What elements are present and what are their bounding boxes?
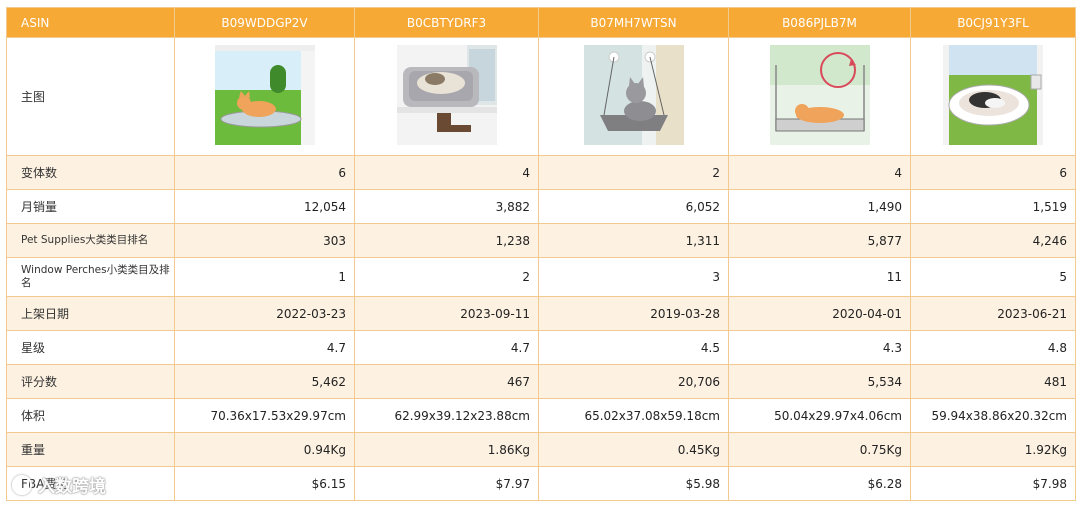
product-image-4 [769,44,870,145]
row-label-fba: FBA费用 [6,466,175,501]
row-label-weight: 重量 [6,432,175,467]
cell-main-rank-2: 1,238 [354,223,539,258]
cell-stars-1: 4.7 [174,330,355,365]
cell-main-rank-4: 5,877 [728,223,911,258]
cell-monthly-sales-4: 1,490 [728,189,911,224]
cell-variants-2: 4 [354,155,539,190]
cell-volume-2: 62.99x39.12x23.88cm [354,398,539,433]
image-cell-1 [174,37,355,156]
cell-weight-5: 1.92Kg [910,432,1076,467]
cell-variants-5: 6 [910,155,1076,190]
cell-date-4: 2020-04-01 [728,296,911,331]
product-image-1 [214,44,315,145]
cell-monthly-sales-5: 1,519 [910,189,1076,224]
table-row-main-rank: Pet Supplies大类类目排名 303 1,238 1,311 5,877… [6,223,1076,258]
table-row-ratings: 评分数 5,462 467 20,706 5,534 481 [6,364,1076,399]
table-row-date: 上架日期 2022-03-23 2023-09-11 2019-03-28 20… [6,296,1076,331]
row-label-variants: 变体数 [6,155,175,190]
cell-main-rank-3: 1,311 [538,223,729,258]
table-row-fba: FBA费用 $6.15 $7.97 $5.98 $6.28 $7.98 [6,466,1076,501]
cell-date-2: 2023-09-11 [354,296,539,331]
cell-date-3: 2019-03-28 [538,296,729,331]
cell-main-rank-5: 4,246 [910,223,1076,258]
header-asin-4: B086PJLB7M [728,7,911,38]
cell-fba-3: $5.98 [538,466,729,501]
cell-weight-3: 0.45Kg [538,432,729,467]
cell-weight-2: 1.86Kg [354,432,539,467]
main-image-row: 主图 [6,37,1076,156]
cell-ratings-1: 5,462 [174,364,355,399]
cell-monthly-sales-3: 6,052 [538,189,729,224]
cell-date-1: 2022-03-23 [174,296,355,331]
row-label-main-image: 主图 [6,37,175,156]
product-image-2 [396,44,497,145]
cell-fba-2: $7.97 [354,466,539,501]
cell-ratings-3: 20,706 [538,364,729,399]
cell-fba-4: $6.28 [728,466,911,501]
cell-weight-1: 0.94Kg [174,432,355,467]
product-image-5 [943,44,1043,145]
cell-sub-rank-4: 11 [728,257,911,297]
cell-stars-3: 4.5 [538,330,729,365]
cell-volume-1: 70.36x17.53x29.97cm [174,398,355,433]
table-row-variants: 变体数 6 4 2 4 6 [6,155,1076,190]
cell-fba-5: $7.98 [910,466,1076,501]
image-cell-4 [728,37,911,156]
row-label-sub-rank: Window Perches小类类目及排名 [6,257,175,297]
cell-volume-5: 59.94x38.86x20.32cm [910,398,1076,433]
cell-volume-4: 50.04x29.97x4.06cm [728,398,911,433]
cell-date-5: 2023-06-21 [910,296,1076,331]
cell-variants-1: 6 [174,155,355,190]
header-asin-1: B09WDDGP2V [174,7,355,38]
cell-ratings-2: 467 [354,364,539,399]
cell-sub-rank-5: 5 [910,257,1076,297]
cell-monthly-sales-2: 3,882 [354,189,539,224]
table-row-weight: 重量 0.94Kg 1.86Kg 0.45Kg 0.75Kg 1.92Kg [6,432,1076,467]
image-cell-5 [910,37,1076,156]
row-label-ratings: 评分数 [6,364,175,399]
cell-volume-3: 65.02x37.08x59.18cm [538,398,729,433]
cell-sub-rank-1: 1 [174,257,355,297]
row-label-volume: 体积 [6,398,175,433]
cell-stars-2: 4.7 [354,330,539,365]
table-row-sub-rank: Window Perches小类类目及排名 1 2 3 11 5 [6,257,1076,297]
row-label-main-rank: Pet Supplies大类类目排名 [6,223,175,258]
row-label-date: 上架日期 [6,296,175,331]
product-comparison-table: ASIN B09WDDGP2V B0CBTYDRF3 B07MH7WTSN B0… [6,7,1076,501]
table-row-stars: 星级 4.7 4.7 4.5 4.3 4.8 [6,330,1076,365]
row-label-stars: 星级 [6,330,175,365]
row-label-monthly-sales: 月销量 [6,189,175,224]
watermark-logo-icon [12,475,32,495]
cell-sub-rank-2: 2 [354,257,539,297]
cell-sub-rank-3: 3 [538,257,729,297]
product-image-3 [583,44,684,145]
header-row: ASIN B09WDDGP2V B0CBTYDRF3 B07MH7WTSN B0… [6,7,1076,38]
cell-fba-1: $6.15 [174,466,355,501]
cell-ratings-5: 481 [910,364,1076,399]
cell-ratings-4: 5,534 [728,364,911,399]
header-asin-2: B0CBTYDRF3 [354,7,539,38]
header-asin-label: ASIN [6,7,175,38]
cell-variants-3: 2 [538,155,729,190]
table-row-volume: 体积 70.36x17.53x29.97cm 62.99x39.12x23.88… [6,398,1076,433]
cell-variants-4: 4 [728,155,911,190]
image-cell-3 [538,37,729,156]
watermark: 入数跨境 [12,472,106,497]
header-asin-5: B0CJ91Y3FL [910,7,1076,38]
cell-monthly-sales-1: 12,054 [174,189,355,224]
header-asin-3: B07MH7WTSN [538,7,729,38]
cell-stars-4: 4.3 [728,330,911,365]
table-row-monthly-sales: 月销量 12,054 3,882 6,052 1,490 1,519 [6,189,1076,224]
cell-weight-4: 0.75Kg [728,432,911,467]
image-cell-2 [354,37,539,156]
cell-stars-5: 4.8 [910,330,1076,365]
watermark-text: 入数跨境 [38,477,106,497]
cell-main-rank-1: 303 [174,223,355,258]
